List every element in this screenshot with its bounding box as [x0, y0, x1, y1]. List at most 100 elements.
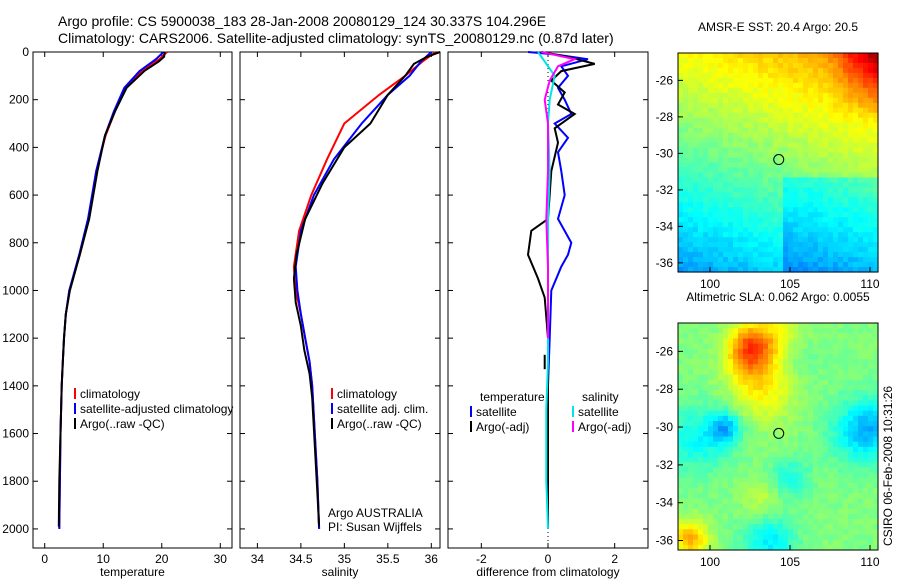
map-cell — [828, 162, 834, 169]
map-cell — [708, 395, 714, 401]
map-cell — [803, 488, 809, 494]
map-cell — [843, 524, 849, 530]
map-cell — [693, 513, 699, 520]
map-cell — [748, 232, 754, 238]
map-cell — [768, 446, 774, 453]
map-cell — [743, 328, 749, 334]
map-cell — [728, 77, 734, 84]
map-cell — [728, 117, 734, 124]
map-cell — [873, 227, 879, 233]
map-cell — [853, 384, 859, 391]
map-cell — [798, 441, 804, 448]
map-cell — [773, 72, 779, 79]
map-cell — [838, 177, 844, 184]
map-cell — [743, 472, 749, 479]
map-cell — [738, 498, 744, 505]
map-cell — [718, 237, 724, 243]
map-cell — [813, 472, 819, 479]
map-cell — [758, 544, 764, 551]
map-cell — [753, 172, 759, 179]
map-cell — [838, 127, 844, 134]
map-cell — [873, 107, 879, 114]
map-cell — [843, 87, 849, 94]
map-cell — [683, 187, 689, 193]
map-cell — [678, 451, 684, 458]
map-cell — [853, 323, 859, 329]
map-cell — [703, 333, 709, 340]
map-cell — [683, 446, 689, 453]
map-cell — [848, 410, 854, 417]
map-cell — [873, 137, 879, 144]
map-cell — [768, 323, 774, 329]
map-cell — [798, 202, 804, 208]
map-cell — [743, 353, 749, 360]
map-cell — [793, 384, 799, 391]
map-cell — [733, 544, 739, 551]
map-cell — [758, 493, 764, 500]
map-cell — [763, 112, 769, 119]
map-cell — [743, 92, 749, 99]
map-cell — [678, 343, 684, 350]
map-cell — [793, 390, 799, 396]
map-cell — [768, 379, 774, 386]
map-cell — [718, 323, 724, 329]
map-cell — [743, 343, 749, 350]
map-cell — [743, 359, 749, 365]
map-cell — [728, 267, 734, 273]
map-cell — [798, 237, 804, 243]
map-cell — [848, 102, 854, 109]
map-cell — [873, 162, 879, 169]
map-cell — [713, 446, 719, 453]
map-cell — [783, 498, 789, 505]
map-cell — [823, 162, 829, 169]
map-cell — [808, 222, 814, 228]
map-cell — [708, 197, 714, 203]
map-cell — [798, 242, 804, 248]
map-cell — [838, 72, 844, 79]
map-cell — [718, 147, 724, 154]
map-cell — [813, 395, 819, 401]
map-cell — [868, 177, 874, 184]
map-cell — [813, 421, 819, 427]
map-cell — [778, 167, 784, 174]
map-cell — [703, 544, 709, 551]
map-cell — [678, 237, 684, 243]
map-cell — [788, 503, 794, 510]
map-cell — [728, 237, 734, 243]
map-cell — [873, 262, 879, 268]
map-cell — [718, 132, 724, 139]
map-cell — [863, 72, 869, 79]
map-cell — [768, 333, 774, 340]
map-cell — [763, 421, 769, 427]
map-cell — [868, 472, 874, 479]
map-cell — [683, 257, 689, 263]
map-cell — [763, 353, 769, 360]
map-cell — [703, 400, 709, 407]
map-cell — [683, 405, 689, 412]
map-cell — [773, 87, 779, 94]
map-cell — [858, 384, 864, 391]
map-cell — [813, 252, 819, 258]
map-cell — [678, 534, 684, 541]
map-cell — [713, 364, 719, 371]
x-axis-label: temperature — [100, 565, 165, 579]
map-cell — [723, 217, 729, 223]
map-cell — [783, 222, 789, 228]
map-cell — [798, 343, 804, 350]
map-cell — [868, 182, 874, 188]
map-cell — [808, 359, 814, 365]
map-cell — [758, 177, 764, 184]
map-cell — [838, 405, 844, 412]
map-cell — [858, 137, 864, 144]
map-cell — [723, 323, 729, 329]
map-cell — [873, 232, 879, 238]
map-cell — [818, 232, 824, 238]
map-cell — [703, 97, 709, 104]
map-cell — [788, 343, 794, 350]
y-tick-label: -28 — [656, 382, 674, 396]
map-cell — [753, 472, 759, 479]
map-cell — [798, 338, 804, 345]
map-cell — [773, 451, 779, 458]
map-cell — [733, 207, 739, 213]
map-cell — [748, 482, 754, 489]
